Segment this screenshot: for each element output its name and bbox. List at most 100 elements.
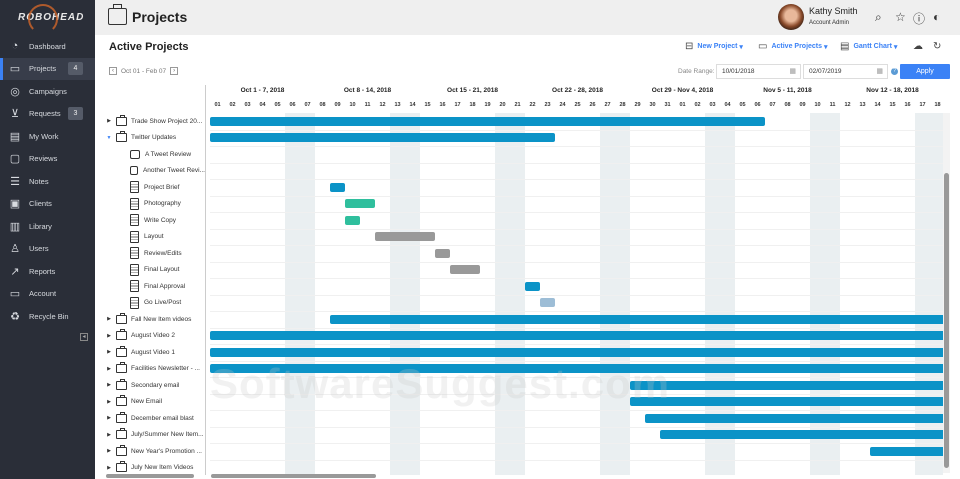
sidebar-item-my-work[interactable]: ▤ My Work (0, 125, 95, 148)
gantt-bar[interactable] (630, 380, 943, 390)
task-row[interactable]: Final Approval (105, 278, 205, 295)
project-row[interactable]: ▶ July/Summer New Item... (105, 427, 205, 444)
refresh-button[interactable]: ↻ (933, 41, 945, 52)
calendar-icon[interactable]: ▦ (876, 68, 883, 75)
sidebar-item-reports[interactable]: ↗ Reports (0, 260, 95, 283)
sidebar-item-dashboard[interactable]: ◔ Dashboard (0, 35, 95, 58)
expanded-arrow-icon[interactable]: ▼ (106, 134, 112, 141)
gantt-bar[interactable] (330, 314, 943, 324)
divider (205, 85, 206, 475)
help-icon[interactable]: ? (891, 68, 898, 75)
week-label: Nov 12 - 18, 2018 (866, 87, 919, 94)
date-from-input[interactable]: 10/01/2018 ▦ (716, 64, 801, 79)
sidebar-item-label: Users (29, 244, 49, 254)
gantt-bar[interactable] (660, 430, 943, 439)
gantt-bar[interactable] (450, 265, 480, 274)
task-row[interactable]: A Tweet Review (105, 146, 205, 163)
collapsed-arrow-icon[interactable]: ▶ (107, 398, 111, 405)
gantt-bar[interactable] (210, 364, 943, 373)
task-row[interactable]: Another Tweet Revi... (105, 163, 205, 180)
star-icon[interactable]: ☆ (895, 10, 906, 24)
view-dropdown[interactable]: ▤ Gantt Chart ▾ (840, 41, 898, 52)
project-row[interactable]: ▶ Facilities Newsletter - ... (105, 361, 205, 378)
project-row[interactable]: ▶ New Year's Promotion ... (105, 443, 205, 460)
collapsed-arrow-icon[interactable]: ▶ (107, 332, 111, 339)
task-row[interactable]: Project Brief (105, 179, 205, 196)
chart-horizontal-scrollbar[interactable] (211, 474, 376, 478)
sidebar-item-reviews[interactable]: ▢ Reviews (0, 148, 95, 171)
collapse-sidebar-button[interactable]: ◂ (80, 333, 88, 341)
collapsed-arrow-icon[interactable]: ▶ (107, 365, 111, 372)
week-label: Oct 15 - 21, 2018 (447, 87, 498, 94)
project-row[interactable]: ▶ December email blast (105, 410, 205, 427)
collapsed-arrow-icon[interactable]: ▶ (107, 415, 111, 422)
collapsed-arrow-icon[interactable]: ▶ (107, 382, 111, 389)
project-row[interactable]: ▶ New Email (105, 394, 205, 411)
sidebar-item-projects[interactable]: ▭ Projects 4 (0, 57, 95, 80)
gantt-bar[interactable] (210, 347, 943, 357)
sidebar-item-clients[interactable]: ▣ Clients (0, 193, 95, 216)
vertical-scrollbar[interactable] (943, 113, 950, 473)
sidebar-item-notes[interactable]: ☰ Notes (0, 170, 95, 193)
collapsed-arrow-icon[interactable]: ▶ (107, 316, 111, 323)
sidebar-item-users[interactable]: ♙ Users (0, 238, 95, 261)
scroll-thumb[interactable] (944, 173, 949, 468)
project-row[interactable]: ▶ Fall New Item videos (105, 311, 205, 328)
gantt-bar[interactable] (210, 133, 555, 142)
sidebar-item-library[interactable]: ▥ Library (0, 215, 95, 238)
gantt-bar[interactable] (210, 331, 943, 340)
gantt-bar[interactable] (540, 298, 555, 307)
gantt-bar[interactable] (345, 199, 375, 208)
toggle-icon[interactable]: ◐ (933, 10, 941, 24)
calendar-icon[interactable]: ▦ (789, 68, 796, 75)
new-project-dropdown[interactable]: ⊟ New Project ▾ (685, 41, 743, 52)
gantt-bar[interactable] (375, 232, 435, 241)
date-to-input[interactable]: 02/07/2019 ▦ (803, 64, 888, 79)
collapsed-arrow-icon[interactable]: ▶ (107, 349, 111, 356)
gantt-bar[interactable] (210, 116, 765, 126)
weekend-column (405, 113, 420, 475)
project-row[interactable]: ▶ July New Item Videos (105, 460, 205, 477)
help-icon[interactable]: ⓘ (913, 12, 926, 26)
gantt-bar[interactable] (345, 215, 360, 225)
gantt-bar[interactable] (525, 281, 540, 291)
briefcase-icon: ▭ (758, 41, 768, 52)
row-name: August Video 1 (131, 348, 175, 356)
apply-button[interactable]: Apply (900, 64, 950, 79)
task-row[interactable]: Final Layout (105, 262, 205, 279)
collapsed-arrow-icon[interactable]: ▶ (107, 448, 111, 455)
sidebar-item-recycle-bin[interactable]: ♻ Recycle Bin (0, 305, 95, 328)
project-row[interactable]: ▶ Trade Show Project 20... (105, 113, 205, 130)
project-row[interactable]: ▶ August Video 1 (105, 344, 205, 361)
row-name: Final Layout (144, 266, 180, 274)
sidebar-item-requests[interactable]: ⊻ Requests 3 (0, 103, 95, 126)
collapsed-arrow-icon[interactable]: ▶ (107, 431, 111, 438)
project-row[interactable]: ▶ August Video 2 (105, 328, 205, 345)
gantt-bar[interactable] (645, 413, 943, 423)
task-row[interactable]: Review/Edits (105, 245, 205, 262)
avatar[interactable] (778, 4, 804, 30)
row-divider (210, 212, 943, 213)
gantt-bar[interactable] (435, 248, 450, 258)
sidebar-item-label: Account (29, 289, 57, 299)
task-row[interactable]: Write Copy (105, 212, 205, 229)
gantt-bar[interactable] (330, 182, 345, 192)
next-range-button[interactable]: › (170, 67, 179, 75)
list-horizontal-scrollbar[interactable] (106, 474, 194, 478)
prev-range-button[interactable]: ‹ (109, 67, 117, 75)
collapsed-arrow-icon[interactable]: ▶ (107, 464, 111, 471)
task-row[interactable]: Go Live/Post (105, 295, 205, 312)
collapsed-arrow-icon[interactable]: ▶ (107, 118, 111, 125)
task-row[interactable]: Layout (105, 229, 205, 246)
download-button[interactable]: ☁ (913, 41, 927, 52)
active-projects-dropdown[interactable]: ▭ Active Projects ▾ (758, 41, 828, 52)
task-row[interactable]: Photography (105, 196, 205, 213)
user-name[interactable]: Kathy Smith (809, 6, 858, 16)
sidebar-item-campaigns[interactable]: ◎ Campaigns (0, 80, 95, 103)
project-row[interactable]: ▶ Secondary email (105, 377, 205, 394)
project-row[interactable]: ▼ Twitter Updates (105, 130, 205, 147)
gantt-bar[interactable] (870, 446, 943, 456)
search-icon[interactable]: ⌕ (875, 10, 882, 24)
sidebar-item-account[interactable]: ▭ Account (0, 283, 95, 306)
gantt-bar[interactable] (630, 397, 943, 406)
